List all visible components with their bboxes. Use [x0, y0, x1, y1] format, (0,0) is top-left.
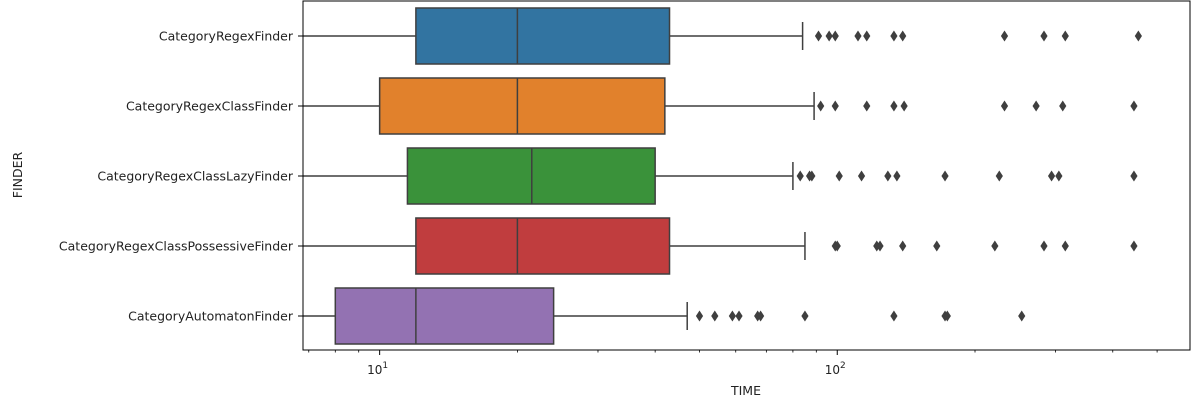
outlier-point	[899, 30, 907, 42]
plot-area	[303, 7, 1142, 345]
outlier-point	[995, 170, 1003, 182]
box-group	[303, 287, 1026, 345]
outlier-point	[890, 30, 898, 42]
outlier-point	[1055, 170, 1063, 182]
outlier-point	[893, 170, 901, 182]
x-tick-label: 102	[825, 361, 846, 377]
outlier-point	[991, 240, 999, 252]
outlier-point	[835, 170, 843, 182]
outlier-point	[831, 30, 839, 42]
outlier-point	[1040, 30, 1048, 42]
outlier-point	[1061, 240, 1069, 252]
x-tick-label: 101	[367, 361, 388, 377]
box	[334, 287, 555, 345]
y-tick-label: CategoryRegexClassFinder	[126, 99, 294, 114]
plot-frame	[302, 0, 1191, 351]
outlier-point	[796, 170, 804, 182]
outlier-point	[711, 310, 719, 322]
outlier-point	[876, 240, 884, 252]
y-tick-label: CategoryRegexClassLazyFinder	[97, 169, 293, 184]
outlier-point	[1000, 30, 1009, 42]
outlier-point	[735, 310, 743, 322]
outlier-point	[863, 30, 871, 42]
outlier-point	[728, 310, 736, 322]
outlier-point	[1032, 100, 1040, 112]
outlier-point	[1130, 100, 1138, 112]
box	[378, 77, 666, 135]
outlier-point	[863, 100, 871, 112]
box-group	[303, 147, 1138, 205]
box	[415, 7, 671, 65]
outlier-point	[801, 310, 809, 322]
outlier-point	[831, 100, 839, 112]
box	[415, 217, 671, 275]
outlier-point	[814, 30, 823, 42]
outlier-point	[1047, 170, 1056, 182]
axes: CategoryRegexFinder CategoryRegexClassFin…	[59, 0, 1191, 377]
outlier-point	[757, 310, 765, 322]
box-group	[303, 7, 1142, 65]
outlier-point	[833, 240, 841, 252]
outlier-point	[1000, 100, 1009, 112]
outlier-point	[817, 100, 825, 112]
outlier-point	[1061, 30, 1069, 42]
outlier-point	[1134, 30, 1142, 42]
y-tick-label: CategoryAutomatonFinder	[128, 309, 294, 324]
outlier-point	[900, 100, 908, 112]
x-axis-title: TIME	[730, 383, 761, 398]
outlier-point	[1018, 310, 1026, 322]
outlier-point	[1059, 100, 1067, 112]
outlier-point	[1130, 240, 1138, 252]
outlier-point	[825, 30, 833, 42]
outlier-point	[933, 240, 941, 252]
outlier-point	[854, 30, 862, 42]
outlier-point	[941, 170, 949, 182]
outlier-point	[857, 170, 866, 182]
y-tick-label: CategoryRegexClassPossessiveFinder	[59, 239, 294, 254]
outlier-point	[808, 170, 816, 182]
outlier-point	[1130, 170, 1138, 182]
outlier-point	[890, 100, 898, 112]
y-axis-title: FINDER	[10, 151, 25, 198]
outlier-point	[943, 310, 951, 322]
outlier-point	[884, 170, 892, 182]
outlier-point	[1040, 240, 1048, 252]
box-group	[303, 77, 1138, 135]
outlier-point	[890, 310, 898, 322]
outlier-point	[899, 240, 907, 252]
outlier-point	[695, 310, 704, 322]
box-group	[303, 217, 1138, 275]
y-tick-label: CategoryRegexFinder	[159, 29, 294, 44]
